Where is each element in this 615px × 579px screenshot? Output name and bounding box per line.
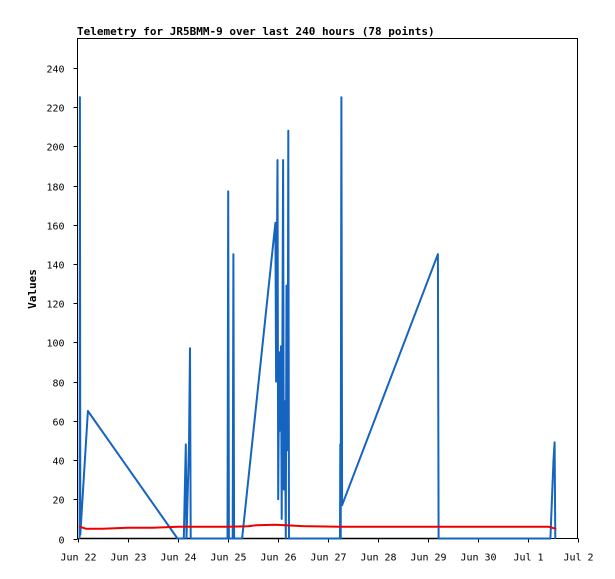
y-tick-label: 160 [46, 222, 64, 233]
x-tick-label: Jun 25 [210, 553, 246, 564]
x-tick-label: Jun 30 [460, 553, 496, 564]
y-tick-label: 240 [46, 65, 64, 76]
x-tick-label: Jun 29 [410, 553, 446, 564]
data-point [437, 253, 439, 255]
data-point [547, 525, 550, 528]
y-tick-label: 220 [46, 104, 64, 115]
x-tick-label: Jun 23 [110, 553, 146, 564]
x-axis: Jun 22 Jun 23 Jun 24 Jun 25 Jun 26 Jun 27 Jun … [60, 538, 594, 564]
data-point [185, 537, 188, 540]
data-point [287, 129, 290, 132]
data-point [79, 533, 82, 536]
data-point [280, 518, 283, 520]
data-point [554, 537, 557, 540]
data-point [226, 537, 229, 540]
data-point [301, 525, 304, 527]
y-axis: 0 20 40 60 80 100 120 140 160 180 200 220 240 [46, 65, 78, 547]
y-tick-label: 140 [46, 261, 64, 272]
data-point [274, 524, 277, 526]
data-point [85, 527, 87, 530]
data-point [278, 351, 281, 354]
data-point [233, 537, 235, 540]
data-point [286, 449, 289, 452]
y-tick-label: 20 [52, 496, 64, 507]
y-tick-label: 40 [52, 457, 64, 468]
y-tick-label: 180 [46, 183, 64, 194]
x-tick-label: Jun 22 [60, 553, 96, 564]
y-tick-label: 0 [58, 536, 64, 547]
data-point [275, 380, 277, 383]
data-point [101, 527, 104, 530]
data-point [288, 537, 290, 540]
x-tick-label: Jul 1 [513, 553, 543, 564]
data-point [276, 159, 279, 161]
data-point [553, 441, 556, 444]
data-point [232, 253, 235, 255]
data-point [437, 525, 439, 528]
data-point [176, 537, 179, 540]
data-point [552, 459, 555, 461]
x-tick-label: Jun 28 [360, 553, 396, 564]
data-point [226, 525, 229, 528]
plot-area [77, 38, 578, 539]
data-point [151, 526, 154, 529]
series-layer [78, 96, 557, 540]
data-point [283, 488, 285, 491]
data-point [176, 525, 179, 528]
data-point [339, 537, 342, 540]
data-point [79, 96, 81, 99]
data-point [228, 537, 230, 540]
data-point [78, 537, 81, 540]
data-point [277, 498, 280, 501]
data-point [189, 347, 191, 350]
y-tick-label: 200 [46, 143, 64, 154]
data-point [282, 159, 284, 161]
data-point [183, 537, 185, 540]
x-tick-label: Jun 27 [310, 553, 346, 564]
y-tick-label: 120 [46, 300, 64, 311]
data-point [339, 443, 342, 446]
data-point [185, 443, 187, 446]
data-point [78, 525, 81, 528]
data-point [241, 537, 243, 540]
data-point [280, 345, 282, 348]
data-point [284, 400, 286, 403]
x-tick-label: Jun 24 [160, 553, 196, 564]
data-point [339, 525, 341, 528]
data-point [549, 537, 552, 540]
data-point [340, 96, 343, 99]
data-point [554, 527, 557, 530]
data-point [231, 537, 234, 540]
data-point [189, 537, 192, 540]
data-point [285, 537, 287, 540]
data-point [247, 525, 250, 528]
data-point [188, 443, 190, 446]
data-point [255, 524, 258, 526]
chart-title: Telemetry for JR5BMM-9 over last 240 hou… [77, 25, 435, 38]
data-point [279, 429, 281, 432]
y-axis-label: Values [26, 269, 39, 309]
data-point [87, 410, 89, 412]
y-tick-label: 80 [52, 379, 64, 390]
data-point [274, 222, 277, 224]
x-tick-label: Jun 26 [260, 553, 296, 564]
data-point [227, 190, 229, 193]
data-point [126, 526, 129, 529]
data-point [341, 504, 343, 507]
y-tick-label: 60 [52, 418, 64, 429]
data-point [285, 284, 288, 287]
y-tick-label: 100 [46, 339, 64, 350]
x-tick-label: Jul 2 [563, 553, 593, 564]
data-point [437, 537, 440, 540]
